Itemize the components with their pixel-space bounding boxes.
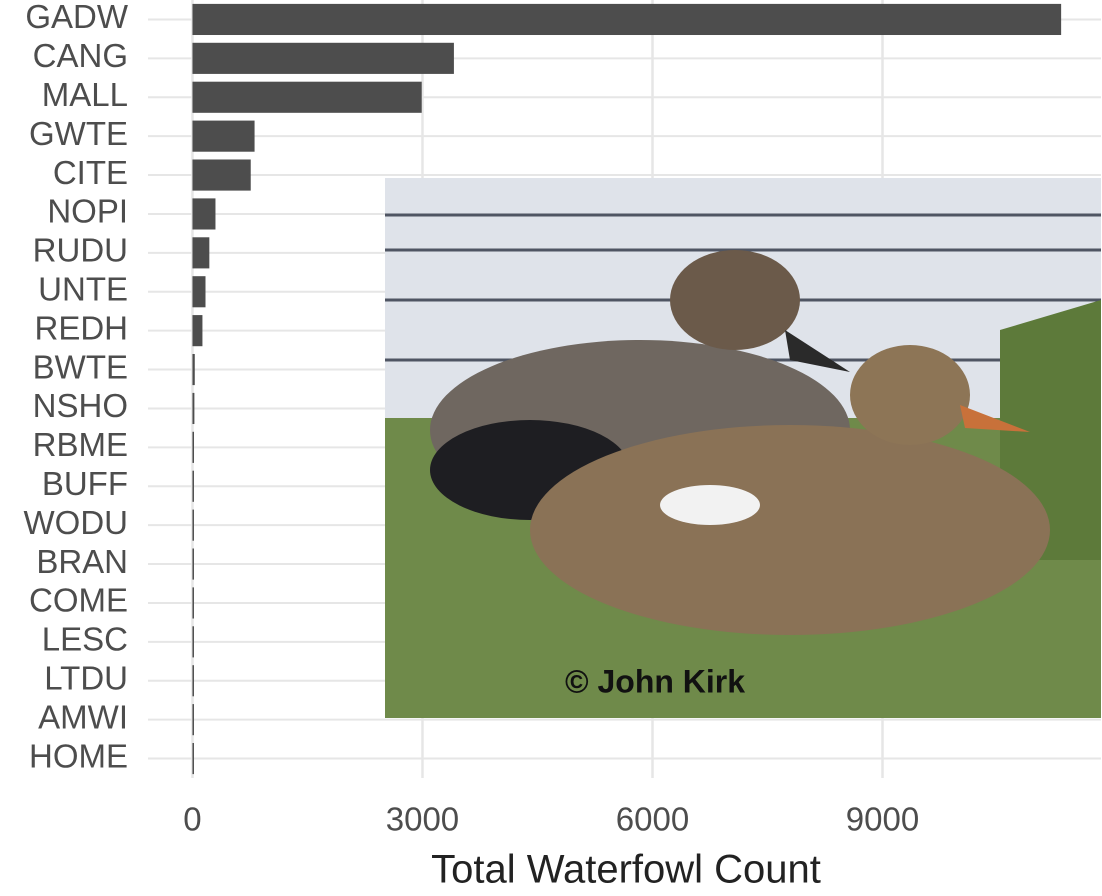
- y-tick-label: NSHO: [33, 387, 128, 424]
- y-tick-label: CITE: [53, 154, 128, 191]
- bar: [192, 237, 210, 269]
- bar: [192, 548, 194, 580]
- y-tick-label: HOME: [29, 737, 128, 774]
- x-tick-label: 0: [183, 801, 201, 838]
- photo-duck-female-speculum: [660, 485, 760, 525]
- x-tick-label: 3000: [386, 801, 459, 838]
- bar: [192, 392, 195, 425]
- photo-duck-female-body: [530, 425, 1050, 635]
- inset-photo: © John Kirk: [385, 178, 1101, 718]
- y-tick-label: CANG: [33, 37, 128, 74]
- y-tick-label: RBME: [33, 426, 128, 463]
- bar: [192, 353, 195, 386]
- bar: [192, 587, 194, 619]
- photo-duck-female-head: [850, 345, 970, 445]
- y-tick-label: NOPI: [47, 193, 128, 230]
- bar: [192, 276, 206, 308]
- bar: [192, 198, 216, 230]
- bar: [192, 742, 194, 775]
- bar: [192, 159, 251, 191]
- photo-duck-female-bill: [960, 405, 1030, 432]
- y-tick-label: MALL: [42, 76, 128, 113]
- bar: [192, 665, 194, 697]
- y-tick-label: LESC: [42, 621, 128, 658]
- y-tick-label: RUDU: [33, 232, 128, 269]
- bar: [192, 509, 194, 541]
- y-tick-label: WODU: [24, 504, 128, 541]
- bar: [192, 81, 422, 113]
- bar: [192, 704, 194, 736]
- bar: [192, 431, 195, 463]
- bar: [192, 120, 255, 152]
- y-tick-label: LTDU: [44, 659, 128, 696]
- x-tick-label: 9000: [846, 801, 919, 838]
- bars: [192, 3, 1062, 775]
- y-tick-label: REDH: [34, 309, 128, 346]
- y-tick-label: BUFF: [42, 465, 128, 502]
- x-tick-label: 6000: [616, 801, 689, 838]
- y-tick-label: UNTE: [38, 270, 128, 307]
- photo-duck-male-bill: [785, 330, 850, 372]
- photo-credit: © John Kirk: [565, 663, 745, 699]
- y-tick-label: AMWI: [38, 698, 128, 735]
- y-tick-label: GWTE: [29, 115, 128, 152]
- bar: [192, 315, 203, 347]
- x-axis-title: Total Waterfowl Count: [431, 848, 821, 892]
- y-tick-label: GADW: [25, 0, 129, 35]
- bar: [192, 626, 194, 658]
- y-tick-label: COME: [29, 582, 128, 619]
- bar: [192, 470, 194, 502]
- y-tick-label: BWTE: [33, 348, 128, 385]
- y-tick-label: BRAN: [36, 543, 128, 580]
- photo-duck-male-head: [670, 250, 800, 350]
- bar: [192, 42, 454, 74]
- bar: [192, 3, 1062, 36]
